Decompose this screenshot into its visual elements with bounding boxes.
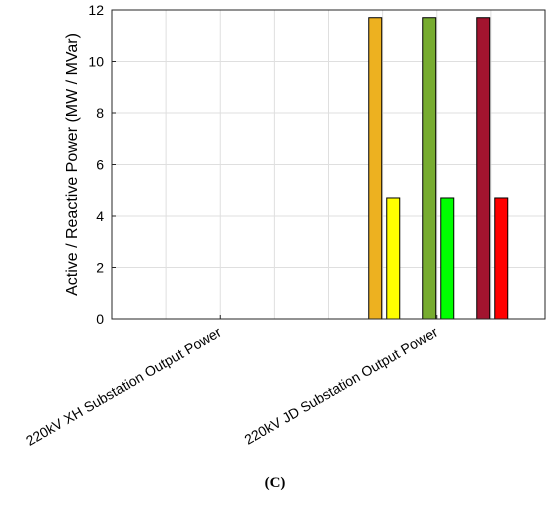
bar-6-cat-2 <box>494 197 509 320</box>
bar-5-cat-2 <box>476 17 491 320</box>
bar-4-cat-2 <box>440 197 455 320</box>
y-tick-label: 12 <box>88 2 104 18</box>
bar-1-cat-2 <box>368 17 383 320</box>
y-tick-label: 10 <box>88 54 104 70</box>
y-tick-label: 6 <box>96 157 104 173</box>
axes-box <box>111 9 546 320</box>
x-tick-label: 220kV JD Substation Output Power <box>242 324 441 448</box>
y-tick-label: 4 <box>96 208 104 224</box>
y-tick-label: 0 <box>96 311 104 327</box>
x-tick-label: 220kV XH Substation Output Power <box>23 324 224 449</box>
panel-label: (C) <box>264 475 286 491</box>
y-tick-label: 2 <box>96 260 104 276</box>
bar-3-cat-2 <box>422 17 437 320</box>
y-tick-label: 8 <box>96 105 104 121</box>
bar-2-cat-2 <box>386 197 401 320</box>
y-axis-label: Active / Reactive Power (MW / MVar) <box>64 33 81 296</box>
